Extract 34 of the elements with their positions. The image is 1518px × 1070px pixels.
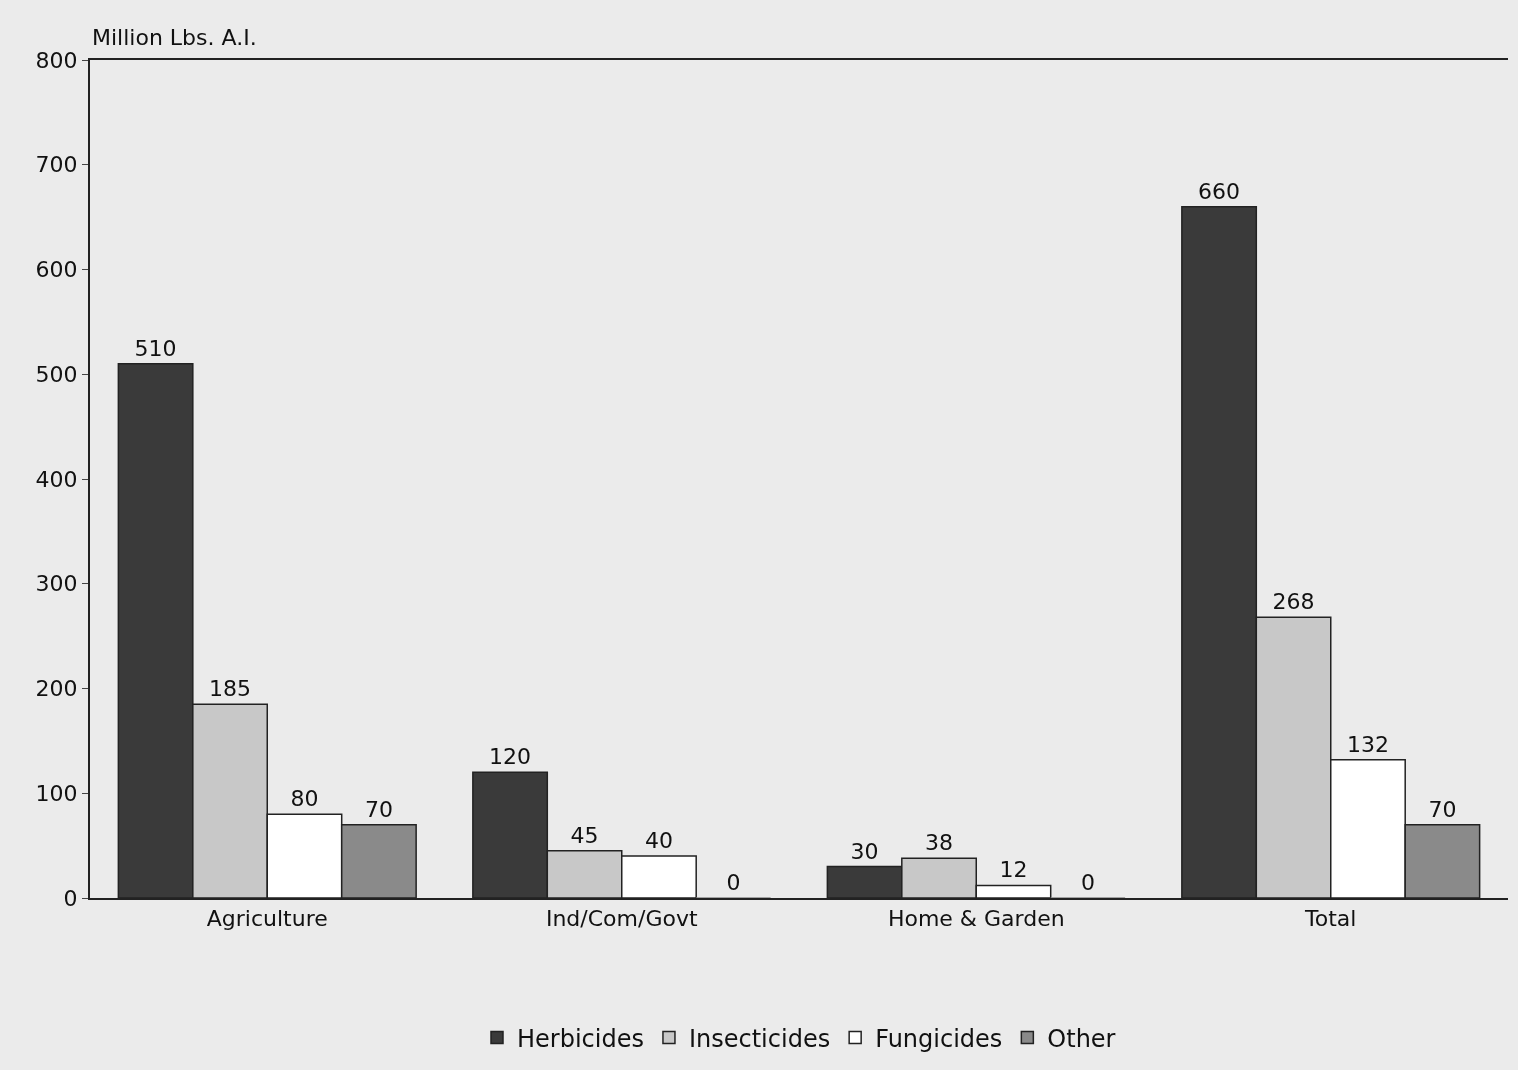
data-label: 0 bbox=[726, 870, 741, 895]
data-label: 70 bbox=[1428, 796, 1457, 822]
y-tick-label: 300 bbox=[35, 571, 78, 597]
y-tick-label: 600 bbox=[35, 257, 78, 283]
legend-label: Insecticides bbox=[688, 1024, 831, 1053]
x-tick-label: Agriculture bbox=[206, 906, 328, 932]
y-tick-label: 0 bbox=[63, 885, 78, 911]
data-label: 120 bbox=[489, 744, 532, 770]
data-label: 45 bbox=[570, 822, 599, 848]
y-tick-label: 800 bbox=[35, 47, 78, 73]
data-label: 70 bbox=[364, 796, 393, 822]
x-tick-label: Total bbox=[1304, 906, 1357, 932]
data-label: 660 bbox=[1198, 178, 1241, 204]
data-label: 510 bbox=[134, 335, 177, 361]
legend-label: Fungicides bbox=[875, 1024, 1003, 1053]
x-tick-label: Ind/Com/Govt bbox=[545, 906, 698, 932]
data-label: 30 bbox=[850, 838, 879, 864]
data-label: 185 bbox=[209, 676, 252, 702]
legend-label: Herbicides bbox=[517, 1024, 644, 1053]
y-tick-label: 700 bbox=[35, 152, 78, 178]
data-label: 12 bbox=[999, 857, 1028, 883]
data-label: 80 bbox=[290, 786, 319, 812]
y-tick-label: 100 bbox=[35, 780, 78, 806]
data-label: 40 bbox=[644, 828, 673, 854]
y-tick-label: 400 bbox=[35, 466, 78, 492]
legend-label: Other bbox=[1047, 1024, 1116, 1053]
data-label: 0 bbox=[1080, 870, 1095, 895]
y-tick-label: 200 bbox=[35, 676, 78, 702]
x-tick-label: Home & Garden bbox=[887, 906, 1065, 932]
y-tick-label: 500 bbox=[35, 361, 78, 387]
y-axis-title: Million Lbs. A.I. bbox=[92, 25, 257, 50]
data-label: 268 bbox=[1272, 589, 1315, 615]
data-label: 38 bbox=[925, 830, 954, 856]
data-label: 132 bbox=[1346, 731, 1389, 757]
